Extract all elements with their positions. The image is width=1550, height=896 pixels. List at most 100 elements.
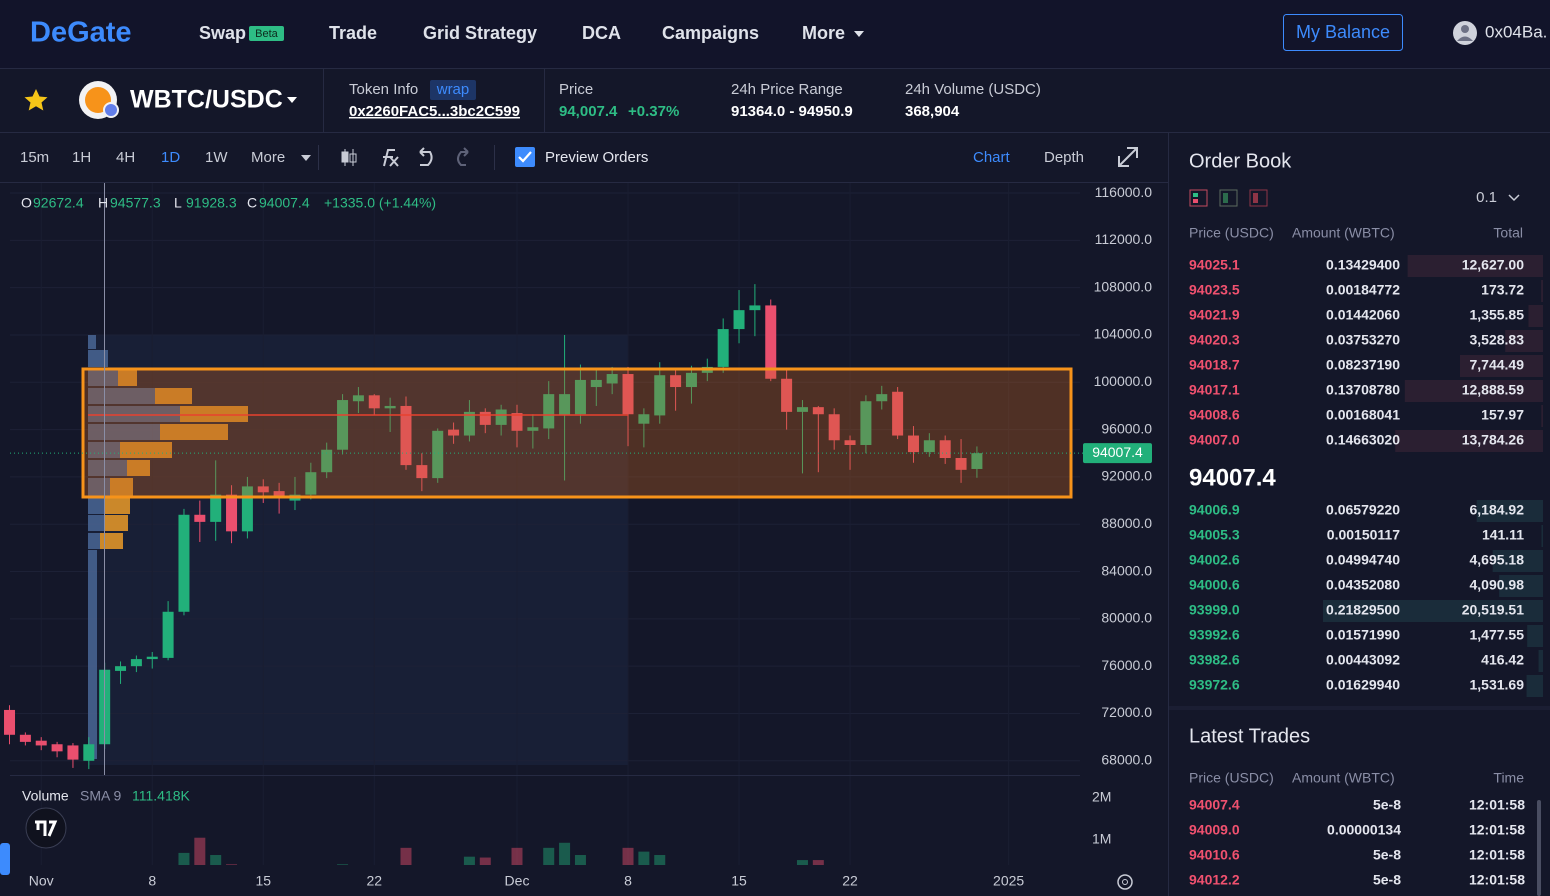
- candle-body: [495, 409, 507, 425]
- logo[interactable]: DeGate: [30, 17, 132, 49]
- indicators-icon[interactable]: [383, 149, 399, 167]
- y-tick-label: 72000.0: [1101, 704, 1152, 720]
- candle-body: [796, 407, 808, 412]
- candle-body: [638, 414, 650, 424]
- legend-high: 94577.3: [110, 195, 161, 211]
- book-price[interactable]: 94017.1: [1189, 382, 1240, 398]
- x-tick-label: 15: [731, 873, 747, 889]
- trade-price: 94012.2: [1189, 872, 1240, 888]
- profile-bar: [118, 370, 137, 386]
- book-amount: 0.08237190: [1326, 357, 1400, 373]
- nav-item[interactable]: Trade: [329, 23, 377, 43]
- candle-body: [844, 440, 856, 445]
- view-tab[interactable]: Chart: [973, 149, 1011, 166]
- precision[interactable]: 0.1: [1476, 189, 1497, 206]
- book-price[interactable]: 94006.9: [1189, 502, 1240, 518]
- interval[interactable]: 1D: [161, 149, 180, 166]
- book-price[interactable]: 93982.6: [1189, 652, 1240, 668]
- candles-icon[interactable]: [341, 149, 357, 166]
- y-tick-label: 76000.0: [1101, 657, 1152, 673]
- token-address[interactable]: 0x2260FAC5...3bc2C599: [349, 103, 520, 120]
- volume-bar: [479, 857, 491, 865]
- book-price[interactable]: 94002.6: [1189, 552, 1240, 568]
- checkbox[interactable]: [515, 147, 535, 167]
- favorite-star[interactable]: [24, 89, 48, 111]
- interval[interactable]: 1W: [205, 149, 228, 166]
- last-price-label: 94007.4: [1092, 444, 1143, 460]
- book-price[interactable]: 94000.6: [1189, 577, 1240, 593]
- nav-item[interactable]: More: [802, 23, 845, 43]
- book-price[interactable]: 93992.6: [1189, 627, 1240, 643]
- book-amount: 0.01442060: [1326, 307, 1400, 323]
- tag: [430, 80, 476, 100]
- pair-symbol[interactable]: WBTC/USDC: [130, 86, 283, 114]
- latest-trades: Price (USDC) Amount (WBTC) Time 94007.4 5e-8…: [1189, 770, 1525, 888]
- profile-bar: [88, 370, 118, 386]
- book-layout-icons[interactable]: [1189, 189, 1268, 207]
- book-total: 173.72: [1481, 282, 1524, 298]
- candle-body: [448, 429, 460, 436]
- volume-bar: [574, 855, 586, 865]
- nav-item[interactable]: Swap: [199, 23, 246, 43]
- balance-button[interactable]: [1283, 14, 1403, 51]
- tradingview-mark: [35, 820, 58, 837]
- book-price[interactable]: 94020.3: [1189, 332, 1240, 348]
- interval[interactable]: 15m: [20, 149, 49, 166]
- candle-body: [923, 440, 935, 453]
- book-price[interactable]: 93972.6: [1189, 677, 1240, 693]
- book-price[interactable]: 94008.6: [1189, 407, 1240, 423]
- book-total: 7,744.49: [1470, 357, 1525, 373]
- side-tab[interactable]: [0, 843, 10, 875]
- depth-bar: [1528, 305, 1543, 327]
- interval[interactable]: More: [251, 149, 285, 166]
- book-price[interactable]: 94025.1: [1189, 257, 1240, 273]
- depth-bar: [1538, 650, 1543, 672]
- candle-body: [907, 435, 919, 453]
- book-amount: 0.13429400: [1326, 257, 1400, 273]
- book-price[interactable]: 94023.5: [1189, 282, 1240, 298]
- trade-amount: 5e-8: [1373, 797, 1401, 813]
- book-price[interactable]: 94005.3: [1189, 527, 1240, 543]
- nav-item[interactable]: Campaigns: [662, 23, 759, 43]
- candle-body: [622, 374, 634, 415]
- book-amount: 0.03753270: [1326, 332, 1400, 348]
- redo-icon[interactable]: [457, 147, 469, 166]
- preview-orders[interactable]: Preview Orders: [545, 149, 648, 166]
- legend-low-label: L: [174, 195, 182, 211]
- y-tick-label: 108000.0: [1094, 278, 1153, 294]
- volume-bar: [654, 855, 666, 865]
- volume-bar: [194, 837, 206, 865]
- book-price[interactable]: 93999.0: [1189, 602, 1240, 618]
- scrollbar: [1537, 800, 1541, 896]
- fullscreen-icon[interactable]: [1118, 147, 1138, 167]
- settings-icon[interactable]: [1117, 874, 1133, 890]
- view-tab[interactable]: Depth: [1044, 149, 1084, 166]
- book-price[interactable]: 94021.9: [1189, 307, 1240, 323]
- nav-item[interactable]: DCA: [582, 23, 621, 43]
- book-total: 3,528.83: [1470, 332, 1525, 348]
- profile-bar: [180, 406, 248, 422]
- depth-bar: [1541, 280, 1543, 302]
- book-price[interactable]: 94018.7: [1189, 357, 1240, 373]
- volume-bar: [638, 851, 650, 865]
- book-amount: 0.00184772: [1326, 282, 1400, 298]
- candle-body: [860, 401, 872, 445]
- y-tick-label: 92000.0: [1101, 468, 1152, 484]
- range-box[interactable]: [81, 367, 1073, 499]
- candle-body: [19, 734, 31, 742]
- volume-profile: [88, 335, 248, 759]
- book-total: 13,784.26: [1462, 432, 1524, 448]
- candle-body: [194, 514, 206, 522]
- balance-text[interactable]: My Balance: [1296, 22, 1390, 42]
- depth-bar: [1505, 330, 1543, 352]
- book-price[interactable]: 94007.0: [1189, 432, 1240, 448]
- interval[interactable]: 4H: [116, 149, 135, 166]
- legend-close-label: C: [247, 195, 257, 211]
- interval[interactable]: 1H: [72, 149, 91, 166]
- section-gap: [1169, 706, 1550, 710]
- book-total: 12,888.59: [1462, 382, 1524, 398]
- profile-bar: [88, 498, 105, 514]
- nav-item[interactable]: Grid Strategy: [423, 23, 537, 43]
- undo-icon[interactable]: [419, 147, 433, 166]
- account[interactable]: 0x04Ba.: [1485, 22, 1547, 41]
